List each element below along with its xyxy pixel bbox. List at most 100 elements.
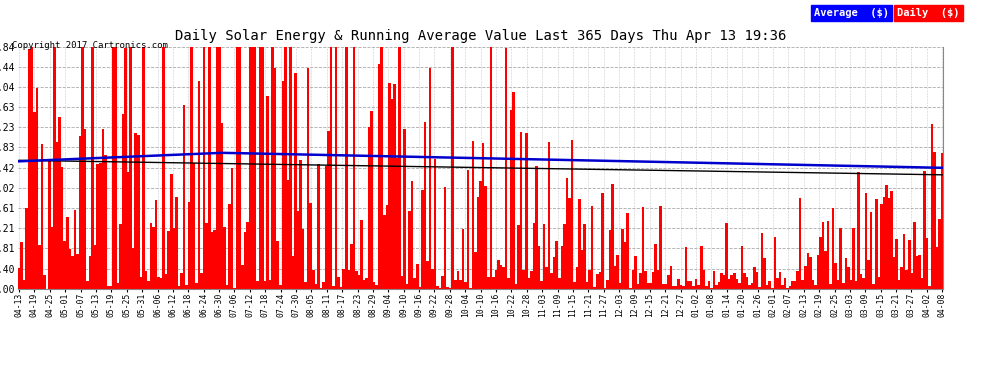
Bar bbox=[208, 47, 211, 289]
Text: Average  ($): Average ($) bbox=[814, 8, 889, 18]
Bar bbox=[73, 210, 76, 289]
Bar bbox=[939, 219, 940, 289]
Bar bbox=[489, 47, 492, 289]
Bar bbox=[109, 285, 112, 289]
Bar bbox=[844, 258, 847, 289]
Bar bbox=[91, 47, 94, 289]
Bar bbox=[271, 47, 274, 289]
Bar bbox=[768, 281, 771, 289]
Bar bbox=[188, 202, 190, 289]
Bar bbox=[229, 204, 231, 289]
Bar bbox=[634, 256, 637, 289]
Bar bbox=[276, 241, 279, 289]
Bar bbox=[411, 182, 414, 289]
Bar bbox=[350, 244, 352, 289]
Bar bbox=[591, 206, 593, 289]
Bar bbox=[614, 266, 617, 289]
Bar bbox=[165, 274, 167, 289]
Bar bbox=[885, 185, 888, 289]
Bar bbox=[365, 278, 368, 289]
Bar bbox=[825, 251, 827, 289]
Bar bbox=[226, 285, 229, 289]
Bar bbox=[632, 270, 634, 289]
Bar bbox=[739, 283, 741, 289]
Bar bbox=[31, 47, 33, 289]
Bar bbox=[55, 142, 58, 289]
Bar bbox=[132, 249, 135, 289]
Bar bbox=[137, 135, 140, 289]
Bar bbox=[403, 129, 406, 289]
Bar bbox=[448, 288, 451, 289]
Bar bbox=[854, 281, 857, 289]
Bar bbox=[799, 198, 802, 289]
Bar bbox=[685, 247, 687, 289]
Bar bbox=[325, 166, 328, 289]
Bar bbox=[890, 190, 893, 289]
Bar bbox=[466, 170, 469, 289]
Bar bbox=[180, 273, 183, 289]
Bar bbox=[642, 207, 644, 289]
Bar bbox=[525, 133, 528, 289]
Bar bbox=[710, 288, 713, 289]
Bar bbox=[461, 229, 464, 289]
Bar bbox=[426, 261, 429, 289]
Bar bbox=[822, 222, 825, 289]
Bar bbox=[794, 281, 796, 289]
Bar bbox=[479, 182, 482, 289]
Bar bbox=[307, 68, 310, 289]
Bar bbox=[89, 256, 91, 289]
Bar bbox=[231, 168, 234, 289]
Bar bbox=[357, 276, 360, 289]
Bar bbox=[36, 88, 38, 289]
Bar bbox=[852, 228, 854, 289]
Bar bbox=[310, 203, 312, 289]
Bar bbox=[302, 229, 304, 289]
Bar bbox=[206, 223, 208, 289]
Bar bbox=[599, 272, 601, 289]
Bar bbox=[753, 267, 755, 289]
Bar bbox=[898, 280, 900, 289]
Bar bbox=[107, 286, 109, 289]
Bar bbox=[446, 286, 448, 289]
Bar bbox=[893, 257, 895, 289]
Title: Daily Solar Energy & Running Average Value Last 365 Days Thu Apr 13 19:36: Daily Solar Energy & Running Average Val… bbox=[175, 29, 786, 43]
Bar bbox=[28, 49, 31, 289]
Bar bbox=[558, 278, 560, 289]
Bar bbox=[698, 285, 700, 289]
Bar bbox=[71, 256, 73, 289]
Bar bbox=[258, 47, 261, 289]
Bar bbox=[170, 174, 172, 289]
Bar bbox=[312, 270, 315, 289]
Bar bbox=[541, 281, 543, 289]
Bar bbox=[677, 279, 680, 289]
Bar bbox=[796, 271, 799, 289]
Bar bbox=[565, 178, 568, 289]
Bar bbox=[657, 270, 659, 289]
Bar bbox=[76, 254, 78, 289]
Bar bbox=[726, 223, 728, 289]
Bar bbox=[745, 277, 748, 289]
Bar bbox=[936, 247, 939, 289]
Bar bbox=[510, 110, 513, 289]
Bar bbox=[33, 112, 36, 289]
Bar bbox=[347, 270, 350, 289]
Bar bbox=[750, 283, 753, 289]
Bar bbox=[289, 47, 292, 289]
Bar bbox=[515, 284, 518, 289]
Bar bbox=[127, 172, 130, 289]
Bar bbox=[247, 222, 248, 289]
Bar bbox=[842, 283, 844, 289]
Bar bbox=[284, 47, 287, 289]
Bar bbox=[125, 48, 127, 289]
Bar bbox=[859, 274, 862, 289]
Bar bbox=[672, 286, 674, 289]
Bar bbox=[135, 133, 137, 289]
Bar bbox=[190, 47, 193, 289]
Bar bbox=[218, 47, 221, 289]
Bar bbox=[550, 273, 553, 289]
Bar bbox=[609, 230, 611, 289]
Bar bbox=[304, 282, 307, 289]
Bar bbox=[244, 232, 247, 289]
Bar bbox=[317, 165, 320, 289]
Bar bbox=[185, 285, 188, 289]
